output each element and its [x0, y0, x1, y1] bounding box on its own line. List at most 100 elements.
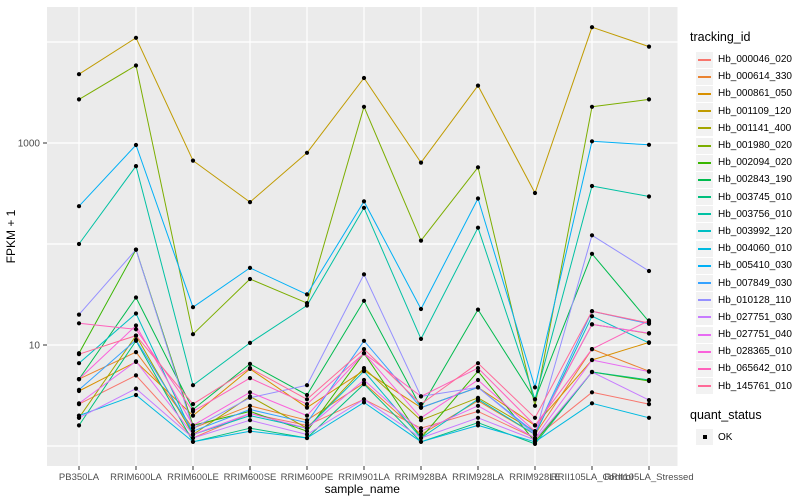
data-point: [646, 415, 652, 420]
data-point: [475, 165, 481, 170]
data-point: [247, 276, 253, 282]
legend-item-label: Hb_028365_010: [718, 346, 792, 358]
data-point: [475, 196, 481, 201]
legend-item-label: Hb_003745_010: [718, 191, 792, 203]
legend-item-label: Hb_002843_190: [718, 174, 792, 186]
data-point: [418, 435, 424, 441]
legend-item: Hb_001109_120: [690, 103, 798, 120]
legend-item-label: Hb_001109_120: [718, 105, 792, 117]
legend-key-swatch: [696, 240, 713, 257]
data-point: [418, 432, 424, 437]
legend: tracking_id Hb_000046_020 Hb_000614_330 Hb…: [690, 30, 798, 446]
series-color-line-icon: [698, 213, 711, 216]
x-tick-label: RRII105LA_Control: [551, 472, 633, 483]
data-point: [190, 383, 196, 388]
legend-key-swatch: [696, 68, 713, 85]
legend-item: Hb_027751_040: [690, 326, 798, 343]
x-tick-label: RRII105LA_Stressed: [604, 472, 693, 483]
data-point: [646, 97, 652, 102]
series-color-line-icon: [698, 230, 711, 233]
data-point: [133, 333, 139, 338]
data-point: [133, 142, 139, 148]
series-color-line-icon: [698, 127, 711, 130]
legend-key-swatch: [696, 275, 713, 292]
series-color-line-icon: [698, 333, 711, 336]
legend-item: Hb_000614_330: [690, 68, 798, 85]
data-point: [361, 347, 367, 352]
data-point: [190, 435, 196, 441]
data-point: [247, 390, 253, 395]
legend-item: Hb_002843_190: [690, 171, 798, 188]
data-point: [589, 251, 595, 256]
data-point: [418, 394, 424, 399]
data-point: [646, 402, 652, 407]
series-color-line-icon: [698, 161, 711, 164]
data-point: [76, 72, 82, 77]
data-point: [76, 361, 82, 366]
legend-item-label: Hb_027751_030: [718, 311, 792, 323]
data-point: [76, 387, 82, 392]
legend-item-ok: OK: [690, 429, 798, 446]
data-point: [418, 238, 424, 243]
series-color-line-icon: [698, 264, 711, 267]
x-tick-label: RRIM928LE: [509, 472, 561, 483]
data-point: [133, 311, 139, 316]
data-point: [247, 395, 253, 400]
data-point: [247, 265, 253, 270]
legend-key-swatch: [696, 103, 713, 120]
data-point: [247, 376, 253, 381]
legend-item: Hb_002094_020: [690, 154, 798, 171]
data-point: [76, 312, 82, 317]
legend-item: Hb_005410_030: [690, 257, 798, 274]
data-point: [361, 272, 367, 277]
legend-key-swatch: [696, 120, 713, 137]
data-point: [418, 306, 424, 312]
legend-key-swatch: [696, 326, 713, 343]
data-point: [190, 402, 196, 407]
data-point: [133, 386, 139, 391]
data-point: [475, 403, 481, 408]
x-tick-label: RRIM901LA: [338, 472, 390, 483]
data-point: [361, 369, 367, 374]
legend-item-label: Hb_004060_010: [718, 243, 792, 255]
series-color-line-icon: [698, 75, 711, 78]
legend-item-label: Hb_000614_330: [718, 71, 792, 83]
legend-key-swatch: [696, 189, 713, 206]
data-point: [304, 426, 310, 431]
data-point: [133, 323, 139, 328]
data-point: [589, 104, 595, 109]
data-point: [247, 411, 253, 416]
x-axis-title: sample_name: [325, 482, 401, 496]
data-point: [589, 347, 595, 352]
data-point: [532, 385, 538, 390]
data-point: [361, 382, 367, 387]
data-point: [418, 439, 424, 444]
data-point: [133, 350, 139, 355]
series-color-line-icon: [698, 58, 711, 61]
data-point: [133, 63, 139, 68]
plot-panel: [47, 7, 678, 466]
legend-item-label: Hb_145761_010: [718, 380, 792, 392]
data-point: [190, 332, 196, 337]
series-color-line-icon: [698, 247, 711, 250]
data-point: [133, 359, 139, 364]
data-point: [76, 401, 82, 406]
legend-item: Hb_000046_020: [690, 51, 798, 68]
series-color-line-icon: [698, 196, 711, 199]
data-point: [646, 268, 652, 274]
data-point: [475, 307, 481, 312]
data-point: [418, 405, 424, 410]
data-point: [304, 383, 310, 388]
data-point: [589, 233, 595, 238]
data-point: [646, 320, 652, 326]
y-tick-label: 10: [29, 341, 41, 352]
data-point: [190, 305, 196, 310]
x-tick-label: RRIM600PE: [281, 472, 334, 483]
data-point: [133, 337, 139, 343]
data-point: [646, 331, 652, 336]
data-point: [532, 423, 538, 428]
legend-key-swatch: [696, 360, 713, 377]
y-tick-label: 1000: [18, 139, 41, 150]
